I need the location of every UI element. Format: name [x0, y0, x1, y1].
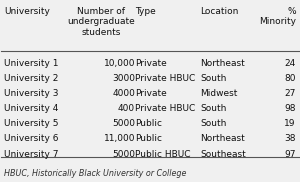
Text: 3000: 3000	[112, 74, 135, 83]
Text: HBUC, Historically Black University or College: HBUC, Historically Black University or C…	[4, 169, 187, 178]
Text: Midwest: Midwest	[200, 89, 238, 98]
Text: 24: 24	[284, 59, 296, 68]
Text: 38: 38	[284, 134, 296, 143]
Text: University 3: University 3	[4, 89, 59, 98]
Text: Type: Type	[135, 7, 156, 16]
Text: University 5: University 5	[4, 119, 59, 128]
Text: University: University	[4, 7, 50, 16]
Text: Public: Public	[135, 119, 162, 128]
Text: 10,000: 10,000	[103, 59, 135, 68]
Text: South: South	[200, 104, 227, 113]
Text: University 6: University 6	[4, 134, 59, 143]
Text: University 4: University 4	[4, 104, 59, 113]
Text: 19: 19	[284, 119, 296, 128]
Text: University 1: University 1	[4, 59, 59, 68]
Text: Location: Location	[200, 7, 239, 16]
Text: Northeast: Northeast	[200, 59, 245, 68]
Text: University 2: University 2	[4, 74, 59, 83]
Text: 11,000: 11,000	[103, 134, 135, 143]
Text: %
Minority: % Minority	[259, 7, 296, 26]
Text: South: South	[200, 119, 227, 128]
Text: 5000: 5000	[112, 150, 135, 159]
Text: Southeast: Southeast	[200, 150, 246, 159]
Text: Private HBUC: Private HBUC	[135, 74, 195, 83]
Text: 97: 97	[284, 150, 296, 159]
Text: Public: Public	[135, 134, 162, 143]
Text: 4000: 4000	[112, 89, 135, 98]
Text: 400: 400	[118, 104, 135, 113]
Text: Private: Private	[135, 59, 167, 68]
Text: Public HBUC: Public HBUC	[135, 150, 190, 159]
Text: 98: 98	[284, 104, 296, 113]
Text: South: South	[200, 74, 227, 83]
Text: University 7: University 7	[4, 150, 59, 159]
Text: 5000: 5000	[112, 119, 135, 128]
Text: Number of
undergraduate
students: Number of undergraduate students	[68, 7, 135, 37]
Text: Northeast: Northeast	[200, 134, 245, 143]
Text: 27: 27	[284, 89, 296, 98]
Text: Private: Private	[135, 89, 167, 98]
Text: Private HBUC: Private HBUC	[135, 104, 195, 113]
Text: 80: 80	[284, 74, 296, 83]
